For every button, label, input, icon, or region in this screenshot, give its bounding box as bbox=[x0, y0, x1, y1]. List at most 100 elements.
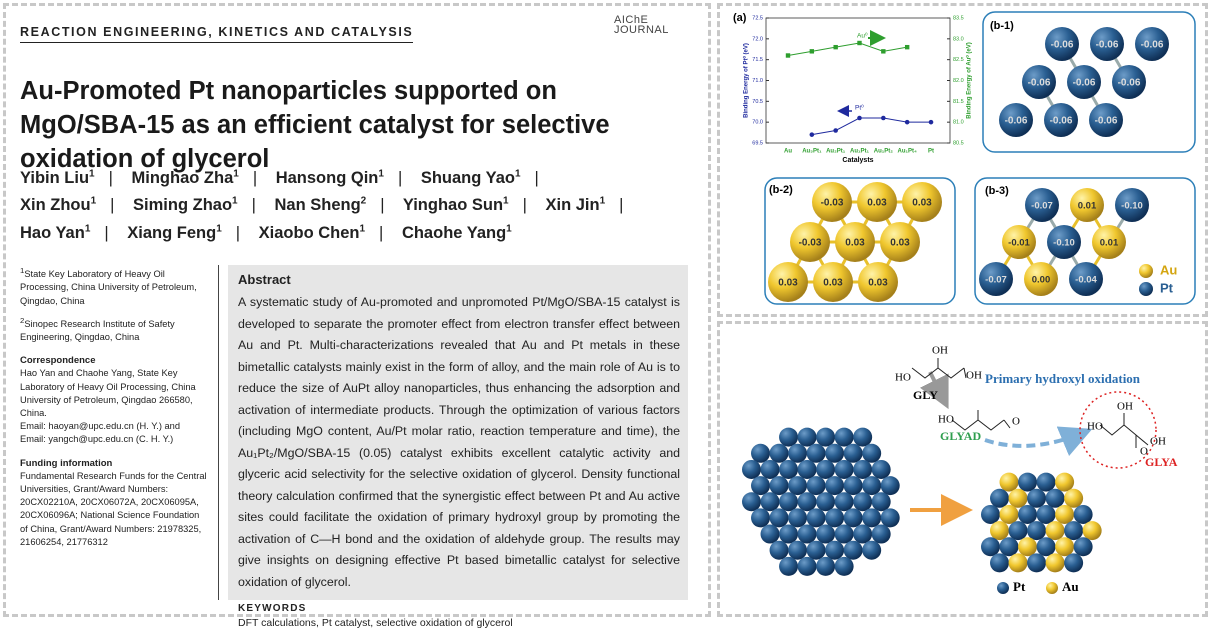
separator: | bbox=[108, 168, 113, 187]
panel-frame bbox=[764, 177, 956, 305]
data-point bbox=[881, 49, 886, 54]
atom bbox=[742, 459, 761, 479]
atom bbox=[1045, 27, 1079, 61]
y-tick-label: 72.5 bbox=[752, 15, 763, 21]
atom bbox=[990, 488, 1010, 508]
atom bbox=[834, 556, 854, 576]
panel-frame bbox=[974, 177, 1196, 305]
atom bbox=[862, 540, 882, 560]
charge-label: 0.01 bbox=[1078, 201, 1097, 212]
highlight-circle bbox=[1079, 391, 1157, 469]
author-affiliation: 1 bbox=[90, 195, 97, 207]
author-affiliation: 1 bbox=[232, 195, 238, 207]
y-tick-label: 71.0 bbox=[752, 78, 763, 84]
legend-label: Pt bbox=[1013, 579, 1026, 594]
atom bbox=[1089, 103, 1123, 137]
author-name: Hansong Qin bbox=[275, 168, 379, 187]
atom bbox=[857, 182, 897, 222]
atom bbox=[999, 103, 1033, 137]
y-tick-label: 69.5 bbox=[752, 140, 763, 146]
atom bbox=[1044, 103, 1078, 137]
atom bbox=[1045, 488, 1065, 508]
chem-group: O bbox=[1012, 416, 1020, 428]
charge-label: 0.00 bbox=[1032, 275, 1051, 286]
author-name: Siming Zhao bbox=[133, 196, 233, 214]
atom bbox=[816, 524, 836, 544]
charge-label: -0.06 bbox=[1095, 116, 1118, 127]
abstract-text: A systematic study of Au-promoted and un… bbox=[238, 295, 680, 589]
y2-tick-label: 83.0 bbox=[953, 36, 964, 42]
atom bbox=[1090, 27, 1124, 61]
atom bbox=[843, 476, 863, 496]
author: Nan Sheng2 | bbox=[274, 196, 398, 215]
author-affiliation: 1 bbox=[359, 223, 366, 234]
aff-mark: 2 bbox=[20, 315, 25, 325]
charge-label: -0.06 bbox=[1050, 116, 1073, 127]
author-name: Yinghao Sun bbox=[402, 196, 504, 214]
data-point bbox=[928, 119, 934, 125]
charge-label: 0.01 bbox=[1100, 238, 1119, 249]
legend-label: Au bbox=[1062, 579, 1079, 594]
atom bbox=[751, 443, 771, 463]
panel-label: (b-2) bbox=[769, 184, 793, 196]
charge-label: -0.10 bbox=[1121, 201, 1143, 212]
x-tick-label: Au₁Pt₄ bbox=[897, 149, 916, 155]
logo-top: AIChE bbox=[614, 14, 649, 26]
atom bbox=[1045, 553, 1065, 573]
atom bbox=[835, 222, 875, 262]
y-axis-title: Binding Energy of Pt⁰ (eV) bbox=[743, 43, 750, 118]
atom bbox=[1008, 521, 1028, 541]
abstract-heading: Abstract bbox=[238, 272, 291, 287]
author: Xiaobo Chen1 | bbox=[259, 223, 398, 242]
atom bbox=[902, 182, 942, 222]
charge-label: -0.10 bbox=[1053, 238, 1075, 249]
atom bbox=[1064, 488, 1084, 508]
atom bbox=[1070, 188, 1104, 222]
atom bbox=[880, 508, 900, 528]
series-label: Pt⁰ bbox=[855, 104, 864, 112]
molecule bbox=[1099, 413, 1149, 448]
charge-label: -0.06 bbox=[1051, 40, 1074, 51]
legend-swatch bbox=[1139, 264, 1153, 278]
atom bbox=[1018, 504, 1038, 524]
atom bbox=[979, 262, 1013, 296]
charge-label: -0.06 bbox=[1096, 40, 1119, 51]
aff-text: Sinopec Research Institute of Safety Eng… bbox=[20, 318, 175, 342]
legend-label: Au bbox=[1160, 262, 1177, 277]
aff-text: State Key Laboratory of Heavy Oil Proces… bbox=[20, 269, 197, 306]
data-point bbox=[857, 115, 862, 121]
atom bbox=[1036, 472, 1056, 492]
y-tick-label: 70.5 bbox=[752, 99, 763, 105]
author: Yinghao Sun1 | bbox=[402, 196, 541, 215]
email: Email: haoyan@upc.edu.cn (H. Y.) and bbox=[20, 421, 181, 432]
email: Email: yangch@upc.edu.cn (C. H. Y.) bbox=[20, 434, 174, 445]
atom bbox=[751, 508, 771, 528]
atom bbox=[999, 537, 1019, 557]
author-name: Shuang Yao bbox=[420, 168, 515, 187]
atom bbox=[871, 459, 891, 479]
atom bbox=[871, 524, 891, 544]
author-name: Yibin Liu bbox=[20, 168, 90, 187]
separator: | bbox=[522, 196, 527, 214]
atom bbox=[1036, 537, 1056, 557]
y-tick-label: 70.0 bbox=[752, 120, 763, 126]
author: Chaohe Yang1 bbox=[402, 223, 512, 242]
atom bbox=[853, 427, 873, 447]
series-label: Au⁰ bbox=[857, 32, 868, 40]
atom bbox=[1069, 262, 1103, 296]
atom bbox=[862, 508, 882, 528]
section-header: REACTION ENGINEERING, KINETICS AND CATAL… bbox=[20, 25, 414, 43]
atom bbox=[751, 476, 771, 496]
atom bbox=[825, 476, 845, 496]
atom bbox=[1027, 553, 1047, 573]
atom bbox=[813, 262, 853, 302]
author-affiliation: 1 bbox=[378, 168, 384, 179]
y2-tick-label: 82.0 bbox=[953, 78, 964, 84]
panel-label: (b-1) bbox=[990, 20, 1014, 32]
atom bbox=[1073, 537, 1093, 557]
atom bbox=[1115, 188, 1149, 222]
atom bbox=[797, 492, 817, 512]
atom bbox=[1112, 65, 1146, 99]
atom bbox=[769, 443, 789, 463]
charge-label: -0.06 bbox=[1118, 78, 1141, 89]
